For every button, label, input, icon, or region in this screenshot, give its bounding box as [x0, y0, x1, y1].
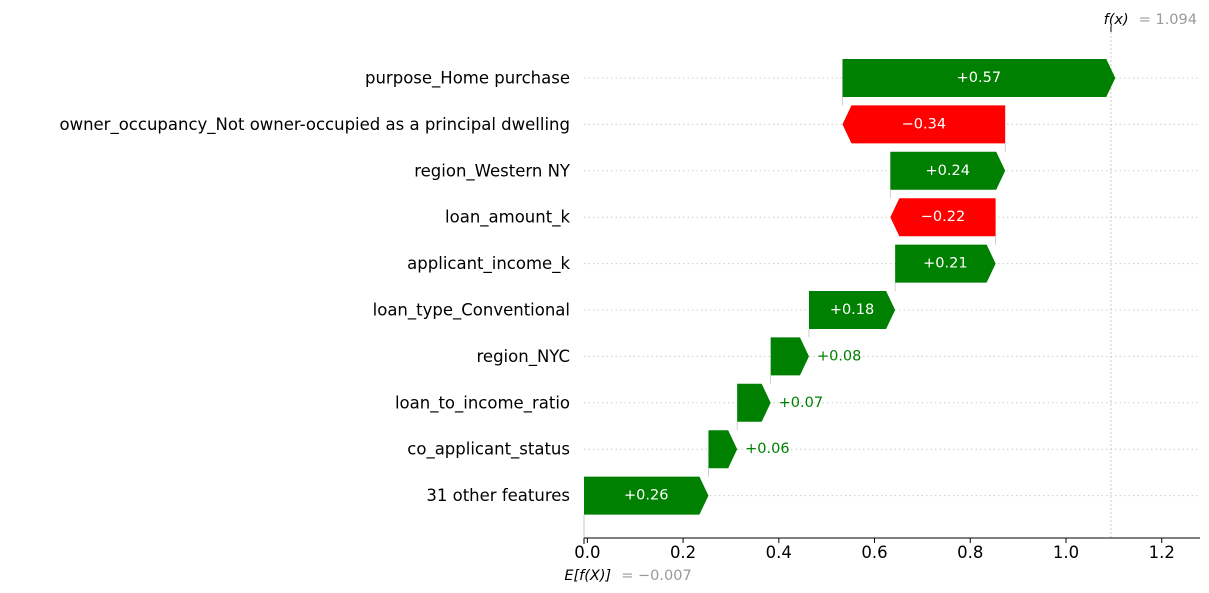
x-tick-label: 0.8	[957, 543, 983, 562]
fx-annotation: f(x) = 1.094	[1104, 9, 1197, 28]
feature-label: co_applicant_status	[407, 440, 570, 460]
efx-value: = −0.007	[621, 568, 691, 584]
shap-bar	[770, 337, 809, 376]
feature-label: owner_occupancy_Not owner-occupied as a …	[59, 115, 570, 135]
svg-text:E[f(X)] = −0.007: E[f(X)] = −0.007	[564, 565, 691, 584]
shap-bar	[808, 291, 896, 329]
shap-bar	[890, 198, 996, 237]
svg-text:f(x) = 1.094: f(x) = 1.094	[1104, 9, 1197, 28]
x-axis: 0.0 0.2 0.4 0.6 0.8 1.0 1.2	[574, 26, 1200, 562]
bar-value-label: +0.18	[830, 302, 874, 318]
feature-label: region_Western NY	[414, 161, 571, 181]
x-tick-label: 0.0	[574, 543, 600, 562]
feature-label: applicant_income_k	[407, 254, 570, 274]
x-tick-label: 1.2	[1149, 543, 1175, 562]
bar-value-label: −0.22	[921, 209, 965, 225]
x-tick-label: 1.0	[1053, 543, 1079, 562]
bar-value-label: −0.34	[902, 116, 946, 132]
bar-value-label: +0.26	[624, 488, 668, 504]
feature-label-layer: purpose_Home purchase +0.57 owner_occupanc…	[59, 69, 1001, 506]
shap-bar	[890, 151, 1006, 190]
bar-value-label: +0.57	[957, 70, 1001, 86]
bar-value-label: +0.06	[745, 441, 789, 457]
bar-value-label: +0.08	[817, 348, 861, 364]
feature-label: purpose_Home purchase	[365, 69, 570, 89]
shap-bar	[842, 59, 1116, 97]
feature-label: loan_type_Conventional	[373, 301, 570, 321]
fx-label: f(x)	[1104, 12, 1129, 28]
shap-bar	[584, 476, 709, 515]
connector-layer	[583, 32, 1112, 538]
efx-label: E[f(X)]	[564, 568, 611, 584]
shap-bar	[708, 430, 738, 469]
feature-label: loan_to_income_ratio	[395, 393, 570, 413]
bar-layer	[584, 59, 1116, 515]
feature-label: loan_amount_k	[445, 208, 570, 228]
x-tick-label: 0.4	[766, 543, 792, 562]
shap-bar	[737, 383, 771, 422]
efx-annotation: E[f(X)] = −0.007	[564, 565, 691, 584]
bar-value-label: +0.24	[926, 163, 970, 179]
bar-value-label: +0.07	[779, 395, 823, 411]
shap-bar	[842, 105, 1006, 144]
x-tick-label: 0.6	[861, 543, 887, 562]
feature-label: region_NYC	[477, 347, 570, 367]
bar-value-label: +0.21	[923, 256, 967, 272]
feature-label: 31 other features	[426, 486, 570, 505]
shap-bar	[895, 244, 996, 283]
fx-value: = 1.094	[1139, 12, 1197, 28]
x-tick-label: 0.2	[670, 543, 696, 562]
